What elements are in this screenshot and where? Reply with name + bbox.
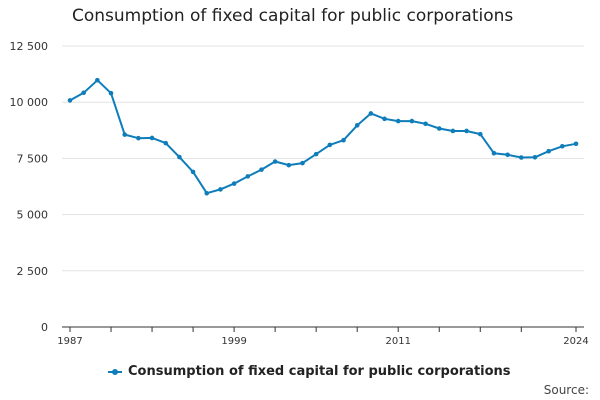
data-point (491, 150, 497, 156)
data-point (518, 155, 524, 160)
legend-swatch-icon (108, 365, 122, 379)
y-tick-label: 12 500 (10, 40, 49, 53)
x-tick-label: 1987 (57, 336, 82, 347)
data-point (368, 111, 374, 116)
data-point (81, 90, 86, 96)
data-point (300, 160, 305, 166)
data-point (218, 187, 223, 192)
data-point (546, 148, 551, 154)
y-axis-ticks: 0 2 500 5 000 7 500 10 000 12 500 (10, 40, 49, 334)
data-point (573, 141, 579, 147)
y-tick-label: 2 500 (17, 265, 49, 278)
data-point (436, 126, 442, 131)
data-point (177, 154, 182, 160)
source-label: Source: (543, 383, 589, 397)
data-point (95, 77, 100, 83)
data-point (354, 123, 360, 128)
data-point (382, 116, 387, 122)
x-tick-label: 2011 (385, 336, 410, 347)
data-point (560, 143, 565, 149)
data-point (450, 128, 456, 134)
data-point (286, 162, 292, 168)
data-point (190, 169, 196, 175)
data-point (108, 90, 114, 96)
data-point (327, 142, 333, 148)
data-point (245, 174, 251, 179)
data-point (409, 118, 415, 124)
series-layer (67, 77, 579, 196)
series-line (69, 79, 577, 195)
chart-title: Consumption of fixed capital for public … (72, 6, 514, 26)
data-point (477, 131, 483, 137)
x-tick-label: 2024 (563, 336, 588, 347)
gridlines (62, 45, 584, 272)
legend: Consumption of fixed capital for public … (108, 364, 511, 379)
data-point (395, 118, 401, 124)
data-point (505, 152, 510, 158)
y-tick-label: 7 500 (17, 152, 49, 165)
data-point (149, 135, 155, 141)
data-point (231, 181, 237, 186)
y-tick-label: 10 000 (10, 96, 49, 109)
y-tick-label: 5 000 (17, 209, 49, 222)
data-point (67, 98, 73, 103)
data-point (532, 154, 538, 160)
x-axis: 1987 1999 2011 2024 (57, 326, 589, 347)
y-tick-label: 0 (41, 321, 48, 334)
x-tick-label: 1999 (221, 336, 246, 347)
data-point (136, 135, 141, 141)
data-point (122, 132, 128, 137)
data-point (272, 159, 278, 164)
data-point (204, 190, 210, 196)
data-point (313, 151, 319, 157)
legend-label: Consumption of fixed capital for public … (128, 364, 511, 379)
data-point (464, 128, 469, 134)
data-point (259, 167, 264, 172)
data-point (341, 137, 346, 143)
data-point (423, 121, 428, 127)
data-point (163, 140, 169, 146)
